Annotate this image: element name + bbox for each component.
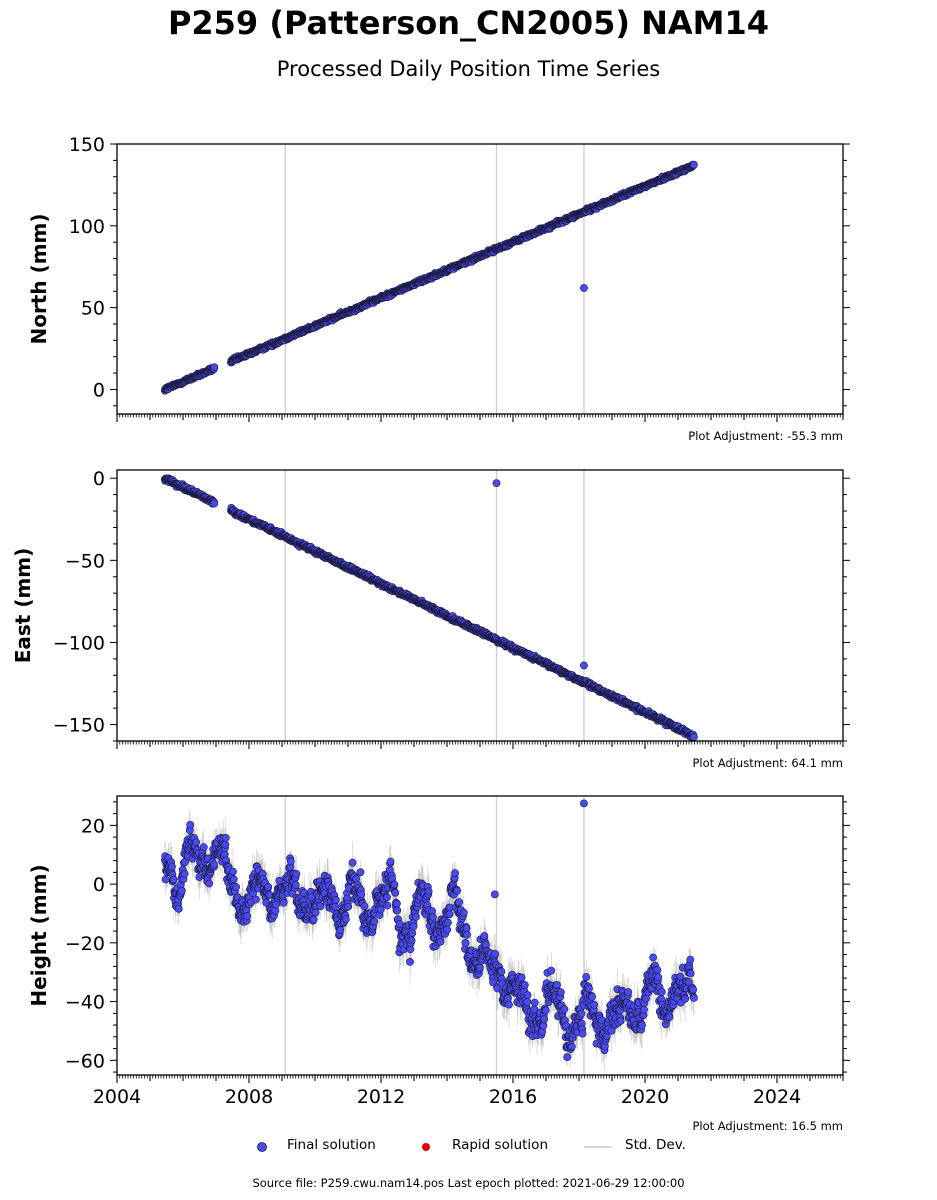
page-subtitle: Processed Daily Position Time Series (276, 57, 661, 81)
panel-north: 0 50 100 150 North (mm) Plot Adjustment: -55.… (27, 134, 850, 443)
y-axis-label: North (mm) (27, 213, 51, 344)
final-solution-points (160, 160, 698, 395)
data-point (210, 363, 219, 372)
plot-area (160, 470, 698, 741)
y-tick-label: 100 (69, 216, 105, 238)
y-tick-label: 50 (81, 298, 105, 320)
outlier-point (580, 284, 588, 292)
data-point (690, 160, 698, 169)
page-title: P259 (Patterson_CN2005) NAM14 (167, 4, 770, 42)
data-point (210, 499, 219, 508)
axes-frame (116, 143, 844, 415)
y-tick-label: 150 (69, 134, 105, 156)
y-tick-label: 0 (93, 379, 105, 401)
plot-adjustment-note: Plot Adjustment: -55.3 mm (688, 429, 843, 443)
final-solution-points (160, 474, 698, 741)
plot-area (160, 144, 698, 414)
